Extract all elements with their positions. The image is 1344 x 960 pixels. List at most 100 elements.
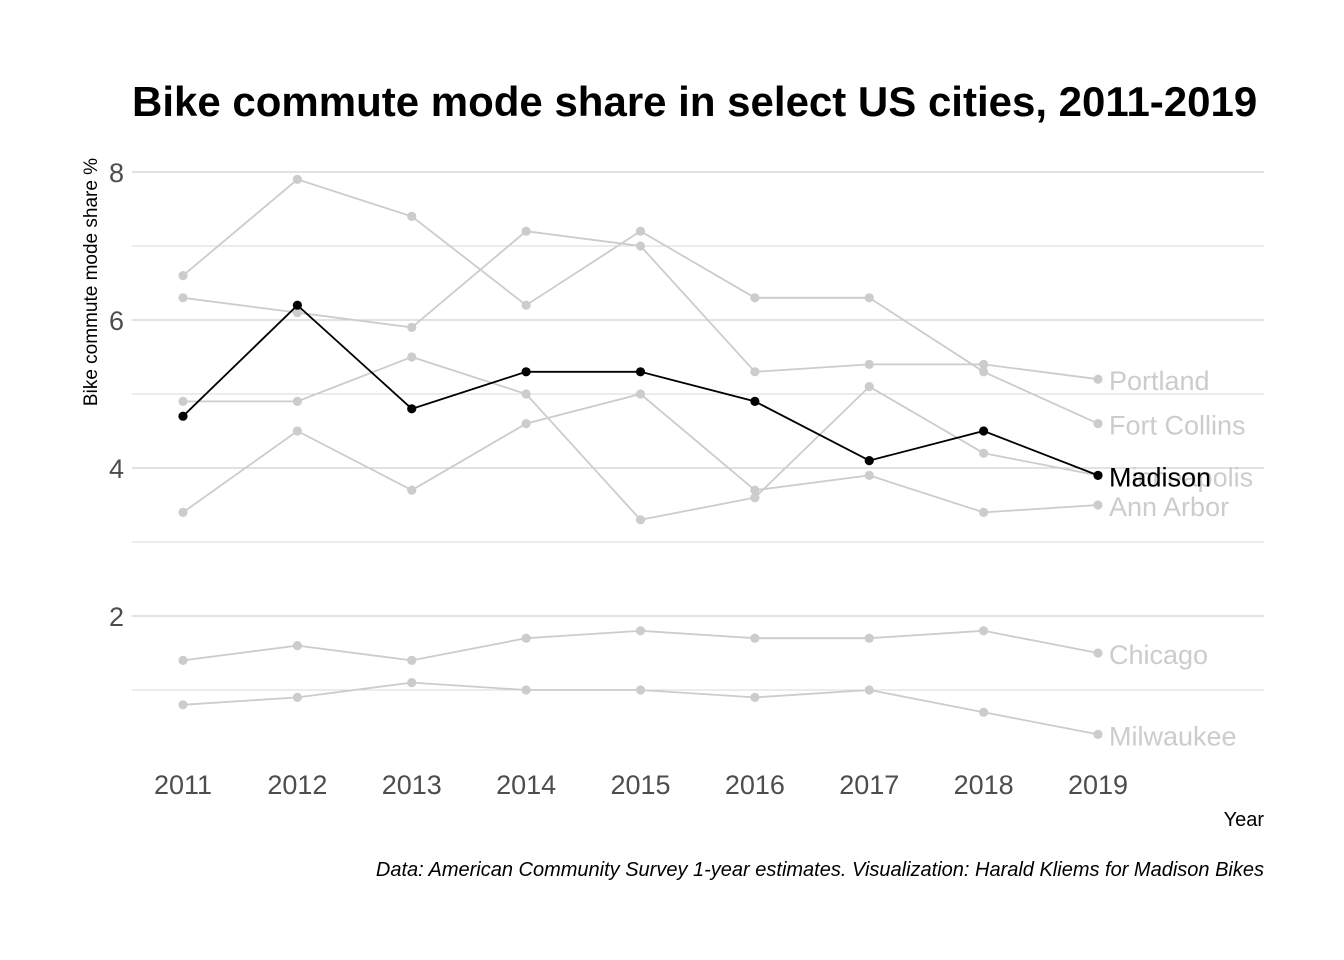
data-point-milwaukee [979,707,989,717]
data-point-portland [635,241,646,251]
series-label-milwaukee: Milwaukee [1109,721,1237,751]
data-point-madison [750,396,760,406]
data-point-chicago [979,626,989,636]
series-label-minneapolis: Minneapolis [1109,462,1253,492]
series-label-madison: Madison [1109,462,1211,492]
data-point-milwaukee [864,685,874,695]
data-point-portland [864,359,874,369]
data-point-madison [292,300,302,310]
data-point-madison [521,367,531,377]
data-point-minneapolis [292,396,302,406]
data-point-portland [1093,374,1103,384]
y-tick-label: 8 [109,158,124,188]
data-point-chicago [750,633,760,643]
gridlines [132,171,1264,691]
y-tick-label: 4 [109,454,124,484]
data-point-chicago [635,626,646,636]
x-tick-label: 2011 [154,770,212,800]
series-milwaukee [178,678,1103,740]
series-label-fort-collins: Fort Collins [1109,411,1246,441]
x-axis-ticks: 2011 2012 2013 2014 2015 2016 2017 2018 2019 [154,770,1128,800]
data-point-madison [178,411,188,421]
data-point-chicago [1093,648,1103,658]
x-tick-label: 2017 [839,770,899,800]
series-line-fort-collins [182,178,1099,425]
data-point-minneapolis [635,515,646,525]
series-label-portland: Portland [1109,366,1210,396]
data-point-milwaukee [292,692,302,703]
data-point-madison [407,404,417,414]
x-tick-label: 2014 [496,770,556,800]
x-tick-label: 2015 [610,770,670,800]
series-line-ann-arbor [182,393,1099,514]
data-point-ann-arbor [1093,500,1103,510]
data-point-fort-collins [292,174,302,184]
data-point-fort-collins [979,367,989,377]
y-tick-label: 6 [109,306,124,336]
data-point-ann-arbor [292,426,302,436]
data-point-ann-arbor [635,389,646,399]
data-point-portland [292,308,302,318]
data-point-fort-collins [750,293,760,303]
data-point-portland [407,322,417,332]
data-point-ann-arbor [407,485,417,495]
data-point-minneapolis [750,493,760,503]
data-point-ann-arbor [864,470,874,480]
data-point-ann-arbor [521,419,531,429]
data-point-chicago [521,633,531,643]
data-point-madison [864,456,874,466]
chart-title: Bike commute mode share in select US cit… [132,78,1257,125]
data-point-milwaukee [635,685,646,695]
data-point-minneapolis [407,352,417,362]
series-chicago [178,626,1103,666]
data-point-portland [750,367,760,377]
data-point-minneapolis [178,396,188,406]
data-point-portland [178,293,188,303]
data-point-milwaukee [178,700,188,710]
data-point-fort-collins [178,271,188,281]
data-point-minneapolis [521,389,531,399]
data-point-chicago [178,655,188,666]
y-tick-label: 2 [109,602,124,632]
series-line-minneapolis [183,356,1099,521]
data-point-milwaukee [521,685,531,695]
series-minneapolis [178,352,1103,525]
x-tick-label: 2016 [725,770,785,800]
data-point-ann-arbor [979,507,989,517]
data-point-fort-collins [521,300,531,310]
series-madison [178,300,1103,480]
data-point-fort-collins [1093,419,1103,429]
data-point-milwaukee [407,678,417,688]
y-axis-label: Bike commute mode share % [81,158,102,406]
data-point-ann-arbor [178,507,188,517]
data-point-milwaukee [1093,729,1103,740]
data-point-minneapolis [979,448,989,458]
series-fort-collins [178,174,1103,429]
data-point-ann-arbor [750,485,760,495]
data-point-chicago [292,641,302,651]
data-point-fort-collins [635,226,646,236]
x-tick-label: 2019 [1068,770,1128,800]
series-label-chicago: Chicago [1109,640,1208,670]
data-point-chicago [407,655,417,666]
data-point-madison [635,367,646,377]
x-axis-label: Year [1224,809,1265,831]
x-tick-label: 2013 [382,770,442,800]
series-ann-arbor [178,389,1103,517]
chart-caption: Data: American Community Survey 1-year e… [376,859,1264,881]
data-point-portland [979,359,989,369]
data-point-fort-collins [407,211,417,221]
series-label-ann-arbor: Ann Arbor [1109,492,1229,522]
x-tick-label: 2012 [267,770,327,800]
series-layer [178,174,1103,740]
series-portland [178,226,1103,384]
data-point-milwaukee [750,692,760,703]
data-point-chicago [864,633,874,643]
data-point-portland [521,226,531,236]
data-point-fort-collins [864,293,874,303]
data-point-madison [979,426,989,436]
data-point-minneapolis [864,382,874,392]
x-tick-label: 2018 [954,770,1014,800]
